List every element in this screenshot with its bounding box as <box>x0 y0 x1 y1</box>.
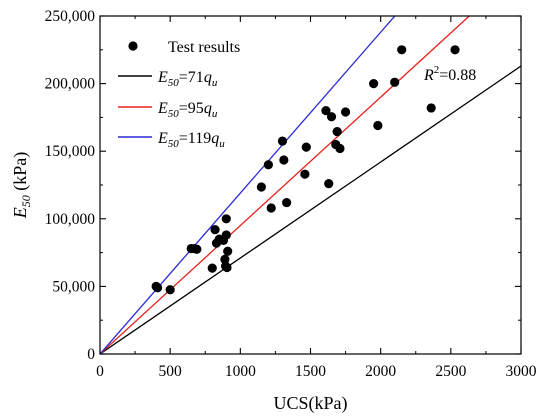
y-axis-title-sub: 50 <box>19 195 33 207</box>
data-point <box>324 179 334 189</box>
x-tick-label: 1500 <box>295 363 326 380</box>
data-point <box>301 142 311 152</box>
data-point <box>152 283 163 293</box>
data-point <box>207 263 217 273</box>
data-point <box>369 79 379 89</box>
data-point <box>335 143 345 154</box>
legend: Test results E50=71qu E50=95qu E50=119qu <box>118 39 240 150</box>
plot-area: R2=0.88 <box>100 16 521 354</box>
data-point <box>221 214 231 224</box>
data-point <box>450 45 460 55</box>
legend-label: Test results <box>168 39 240 56</box>
x-tick-label: 2500 <box>435 363 466 380</box>
y-tick-label: 150,000 <box>45 143 96 160</box>
x-tick-label: 0 <box>96 363 104 380</box>
data-point <box>277 136 288 146</box>
data-point <box>282 197 292 208</box>
svg-text:E50 (kPa): E50 (kPa) <box>10 152 33 220</box>
data-point <box>222 262 232 273</box>
data-point <box>390 77 400 87</box>
data-point <box>210 225 220 235</box>
data-point <box>397 45 407 55</box>
data-point <box>373 120 383 131</box>
y-tick-label: 0 <box>87 346 95 363</box>
y-tick-label: 250,000 <box>45 8 96 25</box>
data-point <box>300 169 310 179</box>
legend-marker <box>128 41 138 51</box>
fit-line-119 <box>100 16 396 354</box>
data-point <box>266 203 276 213</box>
y-axis-title: E50 (kPa) <box>10 152 33 220</box>
data-point <box>340 107 351 117</box>
y-axis-title-unit: (kPa) <box>10 152 31 196</box>
x-tick-label: 2000 <box>365 363 396 380</box>
r-squared-annotation: R2=0.88 <box>423 64 476 84</box>
data-point <box>223 246 233 256</box>
x-tick-label: 500 <box>159 363 183 380</box>
y-axis-title-var: E <box>10 207 30 219</box>
fit-line-71 <box>100 65 521 354</box>
data-point <box>165 285 175 295</box>
y-tick-label: 50,000 <box>52 278 95 295</box>
x-axis-title: UCS(kPa) <box>273 393 347 414</box>
data-point <box>220 254 230 264</box>
x-tick-label: 1000 <box>225 363 256 380</box>
data-point <box>326 112 337 122</box>
fit-line-95 <box>100 16 470 354</box>
legend-label: E50=119qu <box>157 130 225 150</box>
data-point <box>321 106 331 116</box>
y-tick-label: 200,000 <box>45 76 96 93</box>
data-point <box>332 126 342 137</box>
data-point <box>263 160 273 170</box>
legend-label: E50=95qu <box>157 100 218 120</box>
data-point <box>192 244 202 254</box>
data-point <box>279 155 289 165</box>
data-point <box>256 182 266 192</box>
legend-label: E50=71qu <box>157 69 218 89</box>
y-tick-label: 100,000 <box>45 211 96 228</box>
data-point <box>221 230 231 240</box>
data-point <box>426 103 436 113</box>
axes: 0 500 1000 1500 2000 2500 3000 0 50,000 100,000 15… <box>10 8 537 414</box>
x-tick-label: 3000 <box>506 363 537 380</box>
